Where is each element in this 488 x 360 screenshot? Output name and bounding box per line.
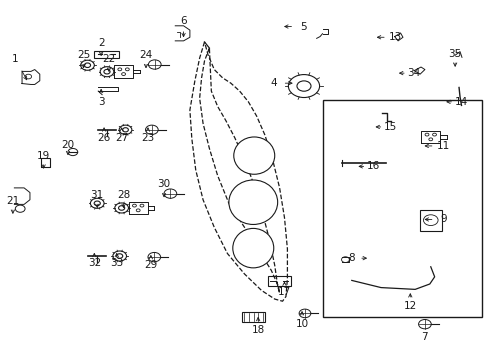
Text: 33: 33 bbox=[110, 258, 123, 268]
Text: 19: 19 bbox=[37, 150, 50, 161]
Text: 8: 8 bbox=[348, 253, 354, 263]
Text: 32: 32 bbox=[87, 258, 101, 268]
Text: 7: 7 bbox=[421, 332, 427, 342]
Text: 12: 12 bbox=[403, 301, 416, 311]
Text: 4: 4 bbox=[270, 78, 277, 88]
Text: 2: 2 bbox=[98, 38, 104, 48]
Text: 29: 29 bbox=[144, 260, 157, 270]
Bar bbox=[267, 276, 291, 286]
Text: 17: 17 bbox=[277, 287, 290, 297]
Text: 30: 30 bbox=[157, 179, 170, 189]
Text: 31: 31 bbox=[90, 190, 103, 200]
Text: 34: 34 bbox=[407, 68, 420, 78]
Text: 20: 20 bbox=[61, 140, 74, 150]
Ellipse shape bbox=[228, 180, 277, 225]
Bar bbox=[41, 158, 50, 167]
Text: 5: 5 bbox=[299, 22, 305, 32]
Text: 13: 13 bbox=[388, 32, 402, 42]
Bar bbox=[94, 50, 119, 58]
Bar bbox=[322, 100, 482, 317]
Ellipse shape bbox=[233, 137, 274, 174]
Text: 1: 1 bbox=[12, 54, 19, 64]
Text: 9: 9 bbox=[439, 215, 446, 224]
Text: 28: 28 bbox=[117, 190, 130, 200]
Text: 3: 3 bbox=[98, 97, 104, 107]
Text: 27: 27 bbox=[115, 133, 128, 143]
Text: 15: 15 bbox=[384, 122, 397, 132]
Text: 16: 16 bbox=[366, 161, 380, 171]
Text: 22: 22 bbox=[102, 54, 115, 64]
Text: 21: 21 bbox=[6, 196, 20, 206]
Text: 25: 25 bbox=[77, 50, 90, 60]
Text: 26: 26 bbox=[97, 133, 110, 143]
Ellipse shape bbox=[232, 228, 273, 268]
Text: 23: 23 bbox=[141, 133, 154, 143]
Text: 6: 6 bbox=[180, 17, 186, 27]
Bar bbox=[241, 312, 264, 322]
Text: 24: 24 bbox=[139, 50, 152, 60]
Text: 18: 18 bbox=[251, 325, 264, 335]
Bar bbox=[419, 210, 441, 230]
Text: 14: 14 bbox=[454, 97, 467, 107]
Text: 11: 11 bbox=[436, 141, 449, 151]
Text: 10: 10 bbox=[295, 319, 308, 329]
Text: 35: 35 bbox=[447, 49, 461, 59]
